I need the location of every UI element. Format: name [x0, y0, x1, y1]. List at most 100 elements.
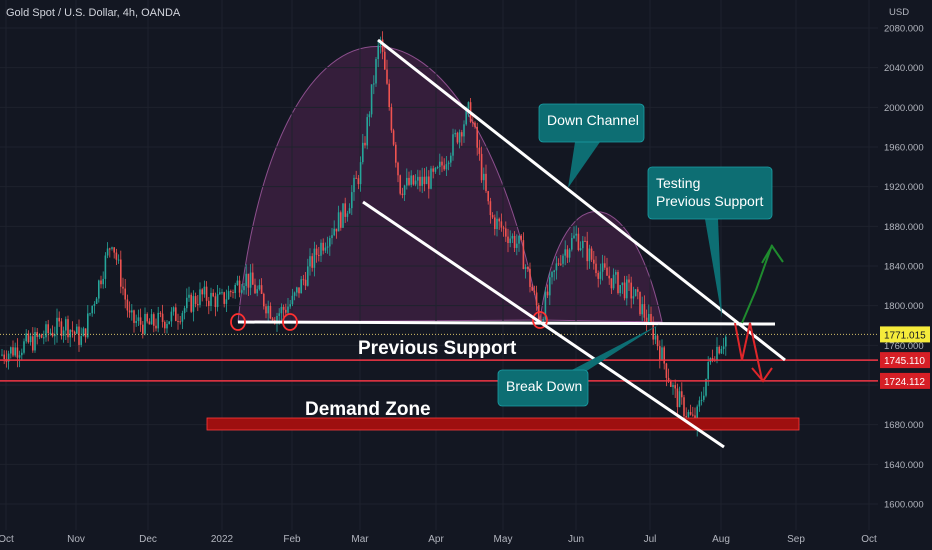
- candle-body: [641, 304, 643, 315]
- last-price-tag: [880, 326, 930, 343]
- candle-body: [238, 280, 241, 293]
- candle-body: [38, 334, 41, 337]
- symbol-title: Gold Spot / U.S. Dollar, 4h, OANDA: [6, 7, 181, 19]
- channel-upper-line: [377, 38, 786, 362]
- candle-body: [322, 242, 324, 251]
- candle-body: [498, 218, 500, 222]
- candle-body: [443, 165, 445, 170]
- candle-body: [234, 284, 236, 294]
- candle-body: [16, 347, 19, 358]
- candle-body: [634, 289, 637, 297]
- candle-body: [412, 175, 415, 185]
- candle-body: [197, 304, 199, 306]
- candle-body: [432, 168, 434, 172]
- candle-body: [161, 313, 164, 322]
- candle-body: [450, 155, 452, 163]
- testing-callout-text: Testing: [656, 175, 700, 191]
- candle-body: [183, 308, 186, 314]
- y-tick-label: 1840.000: [884, 262, 924, 273]
- candle-body: [117, 259, 120, 261]
- candle-body: [45, 324, 47, 338]
- candle-body: [293, 292, 296, 296]
- candle-body: [509, 238, 511, 244]
- candle-body: [84, 328, 87, 338]
- candle-body: [155, 325, 157, 329]
- candle-body: [577, 233, 580, 251]
- candle-body: [93, 304, 96, 306]
- testing-callout: [647, 166, 773, 220]
- candle-body: [291, 295, 294, 305]
- candle-body: [595, 263, 597, 274]
- candle-body: [260, 285, 263, 294]
- candle-body: [700, 399, 703, 401]
- candle-body: [258, 285, 261, 290]
- candle-body: [146, 313, 148, 322]
- candle-body: [573, 235, 575, 239]
- candle-body: [408, 177, 410, 185]
- y-tick-label: 1760.000: [884, 341, 924, 352]
- candle-body: [344, 203, 346, 217]
- candle-body: [348, 208, 351, 214]
- candle-body: [527, 267, 529, 269]
- bearish-arrow-head: [751, 367, 773, 383]
- candle-body: [18, 355, 21, 358]
- x-tick-label: 2022: [211, 534, 234, 545]
- candle-body: [461, 132, 463, 137]
- candle-body: [384, 51, 386, 70]
- candle-body: [148, 321, 151, 325]
- candle-body: [245, 273, 247, 286]
- support-touch-circle: [230, 313, 246, 331]
- candle-body: [210, 292, 212, 306]
- candle-body: [205, 286, 208, 301]
- candle-body: [456, 132, 459, 143]
- candle-body: [628, 279, 630, 283]
- break-down-callout-pointer: [568, 324, 660, 372]
- candle-body: [529, 268, 531, 287]
- candle-body: [102, 278, 104, 285]
- candle-body: [511, 235, 514, 239]
- candle-body: [25, 333, 27, 342]
- candle-body: [652, 322, 654, 340]
- candle-body: [225, 299, 228, 304]
- candle-body: [485, 173, 487, 192]
- previous-support-line: [237, 320, 776, 326]
- candle-body: [500, 221, 503, 228]
- candle-body: [549, 277, 551, 296]
- candle-body: [1, 354, 3, 356]
- candle-body: [395, 144, 397, 163]
- candle-body: [135, 321, 137, 323]
- candle-body: [263, 293, 265, 307]
- candles: [1, 31, 727, 437]
- candle-body: [586, 241, 588, 262]
- candle-body: [626, 279, 628, 299]
- previous-support-label: Previous Support: [358, 338, 517, 359]
- candle-body: [661, 347, 663, 361]
- candle-body: [351, 192, 353, 209]
- candle-body: [582, 240, 584, 249]
- candle-body: [34, 331, 36, 351]
- candle-body: [522, 240, 525, 270]
- candle-body: [194, 296, 197, 305]
- candle-body: [425, 176, 428, 185]
- candle-body: [544, 291, 547, 319]
- candle-body: [331, 235, 333, 239]
- candle-body: [65, 319, 67, 331]
- candle-body: [590, 248, 593, 260]
- candle-body: [241, 290, 243, 293]
- candle-body: [223, 292, 225, 304]
- x-tick-label: Aug: [712, 534, 730, 545]
- candle-body: [375, 59, 377, 84]
- candle-body: [153, 314, 155, 326]
- candle-body: [298, 287, 300, 294]
- candle-body: [100, 280, 102, 285]
- y-tick-label: 2040.000: [884, 63, 924, 74]
- y-tick-label: 2000.000: [884, 103, 924, 114]
- candle-body: [681, 391, 683, 398]
- candle-body: [236, 280, 239, 285]
- candle-body: [551, 272, 553, 278]
- candle-body: [445, 164, 448, 170]
- candle-body: [216, 294, 219, 308]
- candle-body: [703, 395, 705, 400]
